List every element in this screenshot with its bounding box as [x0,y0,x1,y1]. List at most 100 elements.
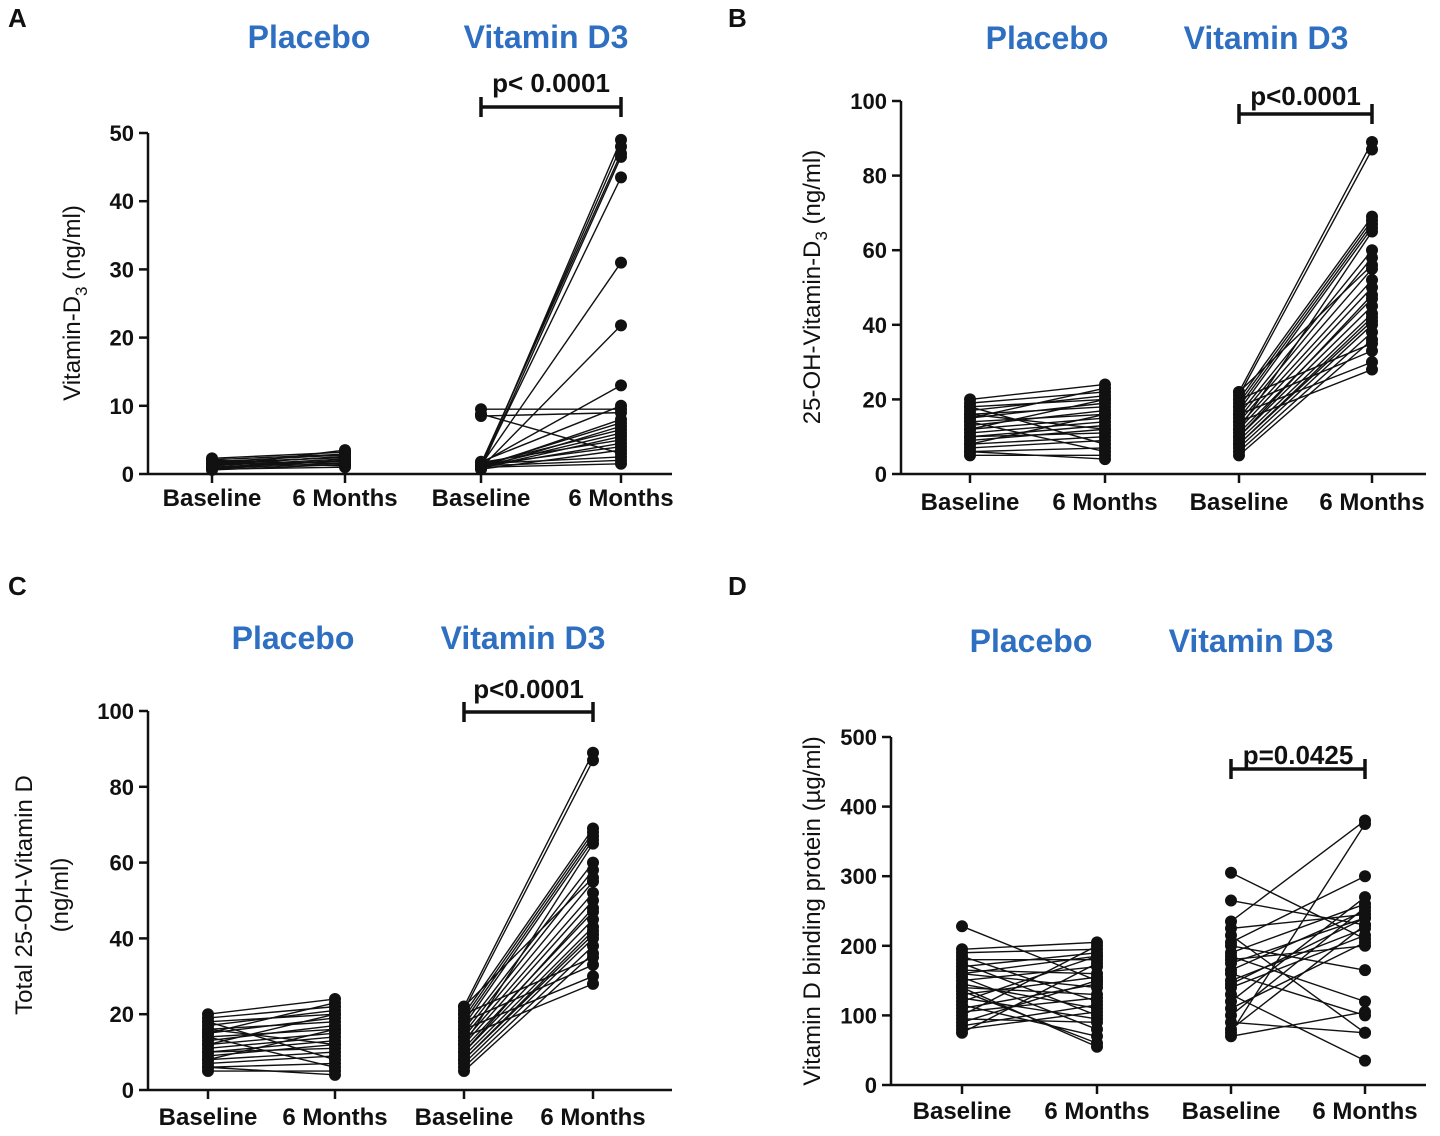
point-baseline-vitamin-d3 [1225,953,1237,966]
y-tick-label: 80 [110,775,134,800]
pair-line-placebo [969,409,1106,427]
y-tick-label: 20 [110,1002,134,1027]
pair-line-vitamin-d3 [463,835,594,1023]
pair-line-placebo [961,945,1098,1017]
y-axis-label: 25-OH-Vitamin-D3 (ng/ml) [799,150,831,424]
pair-line-vitamin-d3 [463,975,594,1031]
pair-line-placebo [207,1028,336,1061]
point-6-months-vitamin-d3 [587,871,599,884]
point-6-months-placebo [1099,408,1111,421]
pair-line-vitamin-d3 [463,843,594,1045]
y-tick-label: 20 [863,387,887,412]
significance-label: p<0.0001 [473,674,584,704]
point-6-months-placebo [1099,382,1111,395]
pair-line-vitamin-d3 [1238,294,1373,438]
pair-line-vitamin-d3 [463,752,594,1007]
y-tick-label: 40 [110,189,134,214]
y-tick-label: 40 [110,926,134,951]
x-tick-label: 6 Months [292,485,397,512]
y-axis-label: Total 25-OH-Vitamin D [11,775,38,1015]
pair-line-vitamin-d3 [1238,257,1373,419]
pair-line-placebo [961,986,1098,1048]
y-tick-label: 10 [110,394,134,419]
point-6-months-placebo [339,448,351,461]
pair-line-vitamin-d3 [480,456,622,465]
pair-line-placebo [961,925,1098,982]
pair-line-placebo [207,1051,336,1061]
pair-line-placebo [961,955,1098,975]
group-label-placebo: Placebo [986,20,1109,56]
pair-line-vitamin-d3 [1238,316,1373,445]
significance-label: p=0.0425 [1243,740,1354,770]
x-tick-label: Baseline [432,485,531,512]
x-tick-label: 6 Months [282,1104,387,1131]
point-6-months-vitamin-d3 [1359,964,1371,977]
pair-line-placebo [961,986,1098,996]
point-baseline-vitamin-d3 [1233,438,1245,451]
point-6-months-vitamin-d3 [1366,344,1378,357]
pair-line-vitamin-d3 [463,839,594,1026]
y-tick-label: 300 [840,864,877,889]
point-6-months-vitamin-d3 [587,754,599,767]
pair-line-vitamin-d3 [463,831,594,1019]
point-6-months-vitamin-d3 [1359,891,1371,904]
point-6-months-vitamin-d3 [615,171,627,184]
pair-line-placebo [969,402,1106,419]
point-baseline-placebo [202,1061,214,1074]
point-6-months-placebo [329,996,341,1009]
chart-c: C Placebo Vitamin D3 0 20 40 60 80 100 Baseline 6 … [8,571,672,1131]
point-baseline-placebo [964,412,976,425]
pair-line-placebo [969,432,1106,438]
y-tick-label: 200 [840,934,877,959]
y-axis-label-group: Vitamin-D3 (ng/ml) [59,205,91,401]
pair-line-placebo [969,387,1106,419]
panel-a: A Placebo Vitamin D3 0 10 20 30 40 50 Baseline 6 M… [0,0,720,568]
significance-label: p< 0.0001 [492,68,610,98]
pair-line-placebo [207,998,336,1015]
pair-line-vitamin-d3 [1230,1021,1366,1034]
y-tick-label: 0 [122,462,134,487]
pair-line-vitamin-d3 [463,907,594,1053]
pair-line-vitamin-d3 [463,956,594,1015]
point-6-months-vitamin-d3 [587,958,599,971]
pair-line-vitamin-d3 [1230,910,1366,971]
pair-line-placebo [211,461,346,466]
pair-line-vitamin-d3 [1230,927,1366,982]
pair-line-vitamin-d3 [1238,264,1373,393]
y-axis-label: Vitamin D binding protein (µg/ml) [799,736,826,1086]
pair-line-vitamin-d3 [1230,945,1366,961]
point-baseline-vitamin-d3 [1225,1030,1237,1043]
pair-line-placebo [211,453,346,461]
pair-line-vitamin-d3 [1230,875,1366,943]
pair-line-vitamin-d3 [463,759,594,1011]
x-tick-label: Baseline [415,1104,514,1131]
y-tick-label: 60 [863,238,887,263]
point-6-months-vitamin-d3 [587,837,599,850]
group-label-placebo: Placebo [970,623,1093,659]
point-6-months-vitamin-d3 [615,379,627,392]
point-6-months-vitamin-d3 [587,902,599,915]
pair-line-vitamin-d3 [1238,249,1373,415]
pair-line-placebo [961,948,1098,954]
point-6-months-vitamin-d3 [1359,911,1371,924]
pair-line-placebo [207,1055,336,1065]
pair-line-vitamin-d3 [480,177,622,467]
pair-line-placebo [961,941,1098,950]
point-baseline-vitamin-d3 [1233,449,1245,462]
pair-line-placebo [207,1036,336,1050]
group-label-vitamin-d3: Vitamin D3 [441,620,606,656]
pair-line-vitamin-d3 [1230,819,1366,922]
y-tick-label: 60 [110,851,134,876]
pair-line-placebo [969,447,1106,453]
point-6-months-placebo [1099,453,1111,466]
pair-line-vitamin-d3 [480,262,622,466]
pair-line-placebo [207,1002,336,1034]
pair-line-vitamin-d3 [480,156,622,469]
y-tick-label: 100 [97,699,134,724]
pair-line-vitamin-d3 [1238,227,1373,412]
pair-line-placebo [207,1062,336,1068]
point-baseline-vitamin-d3 [1225,894,1237,907]
pair-line-placebo [961,962,1098,1017]
point-6-months-vitamin-d3 [1366,225,1378,238]
pair-line-placebo [961,979,1098,1024]
